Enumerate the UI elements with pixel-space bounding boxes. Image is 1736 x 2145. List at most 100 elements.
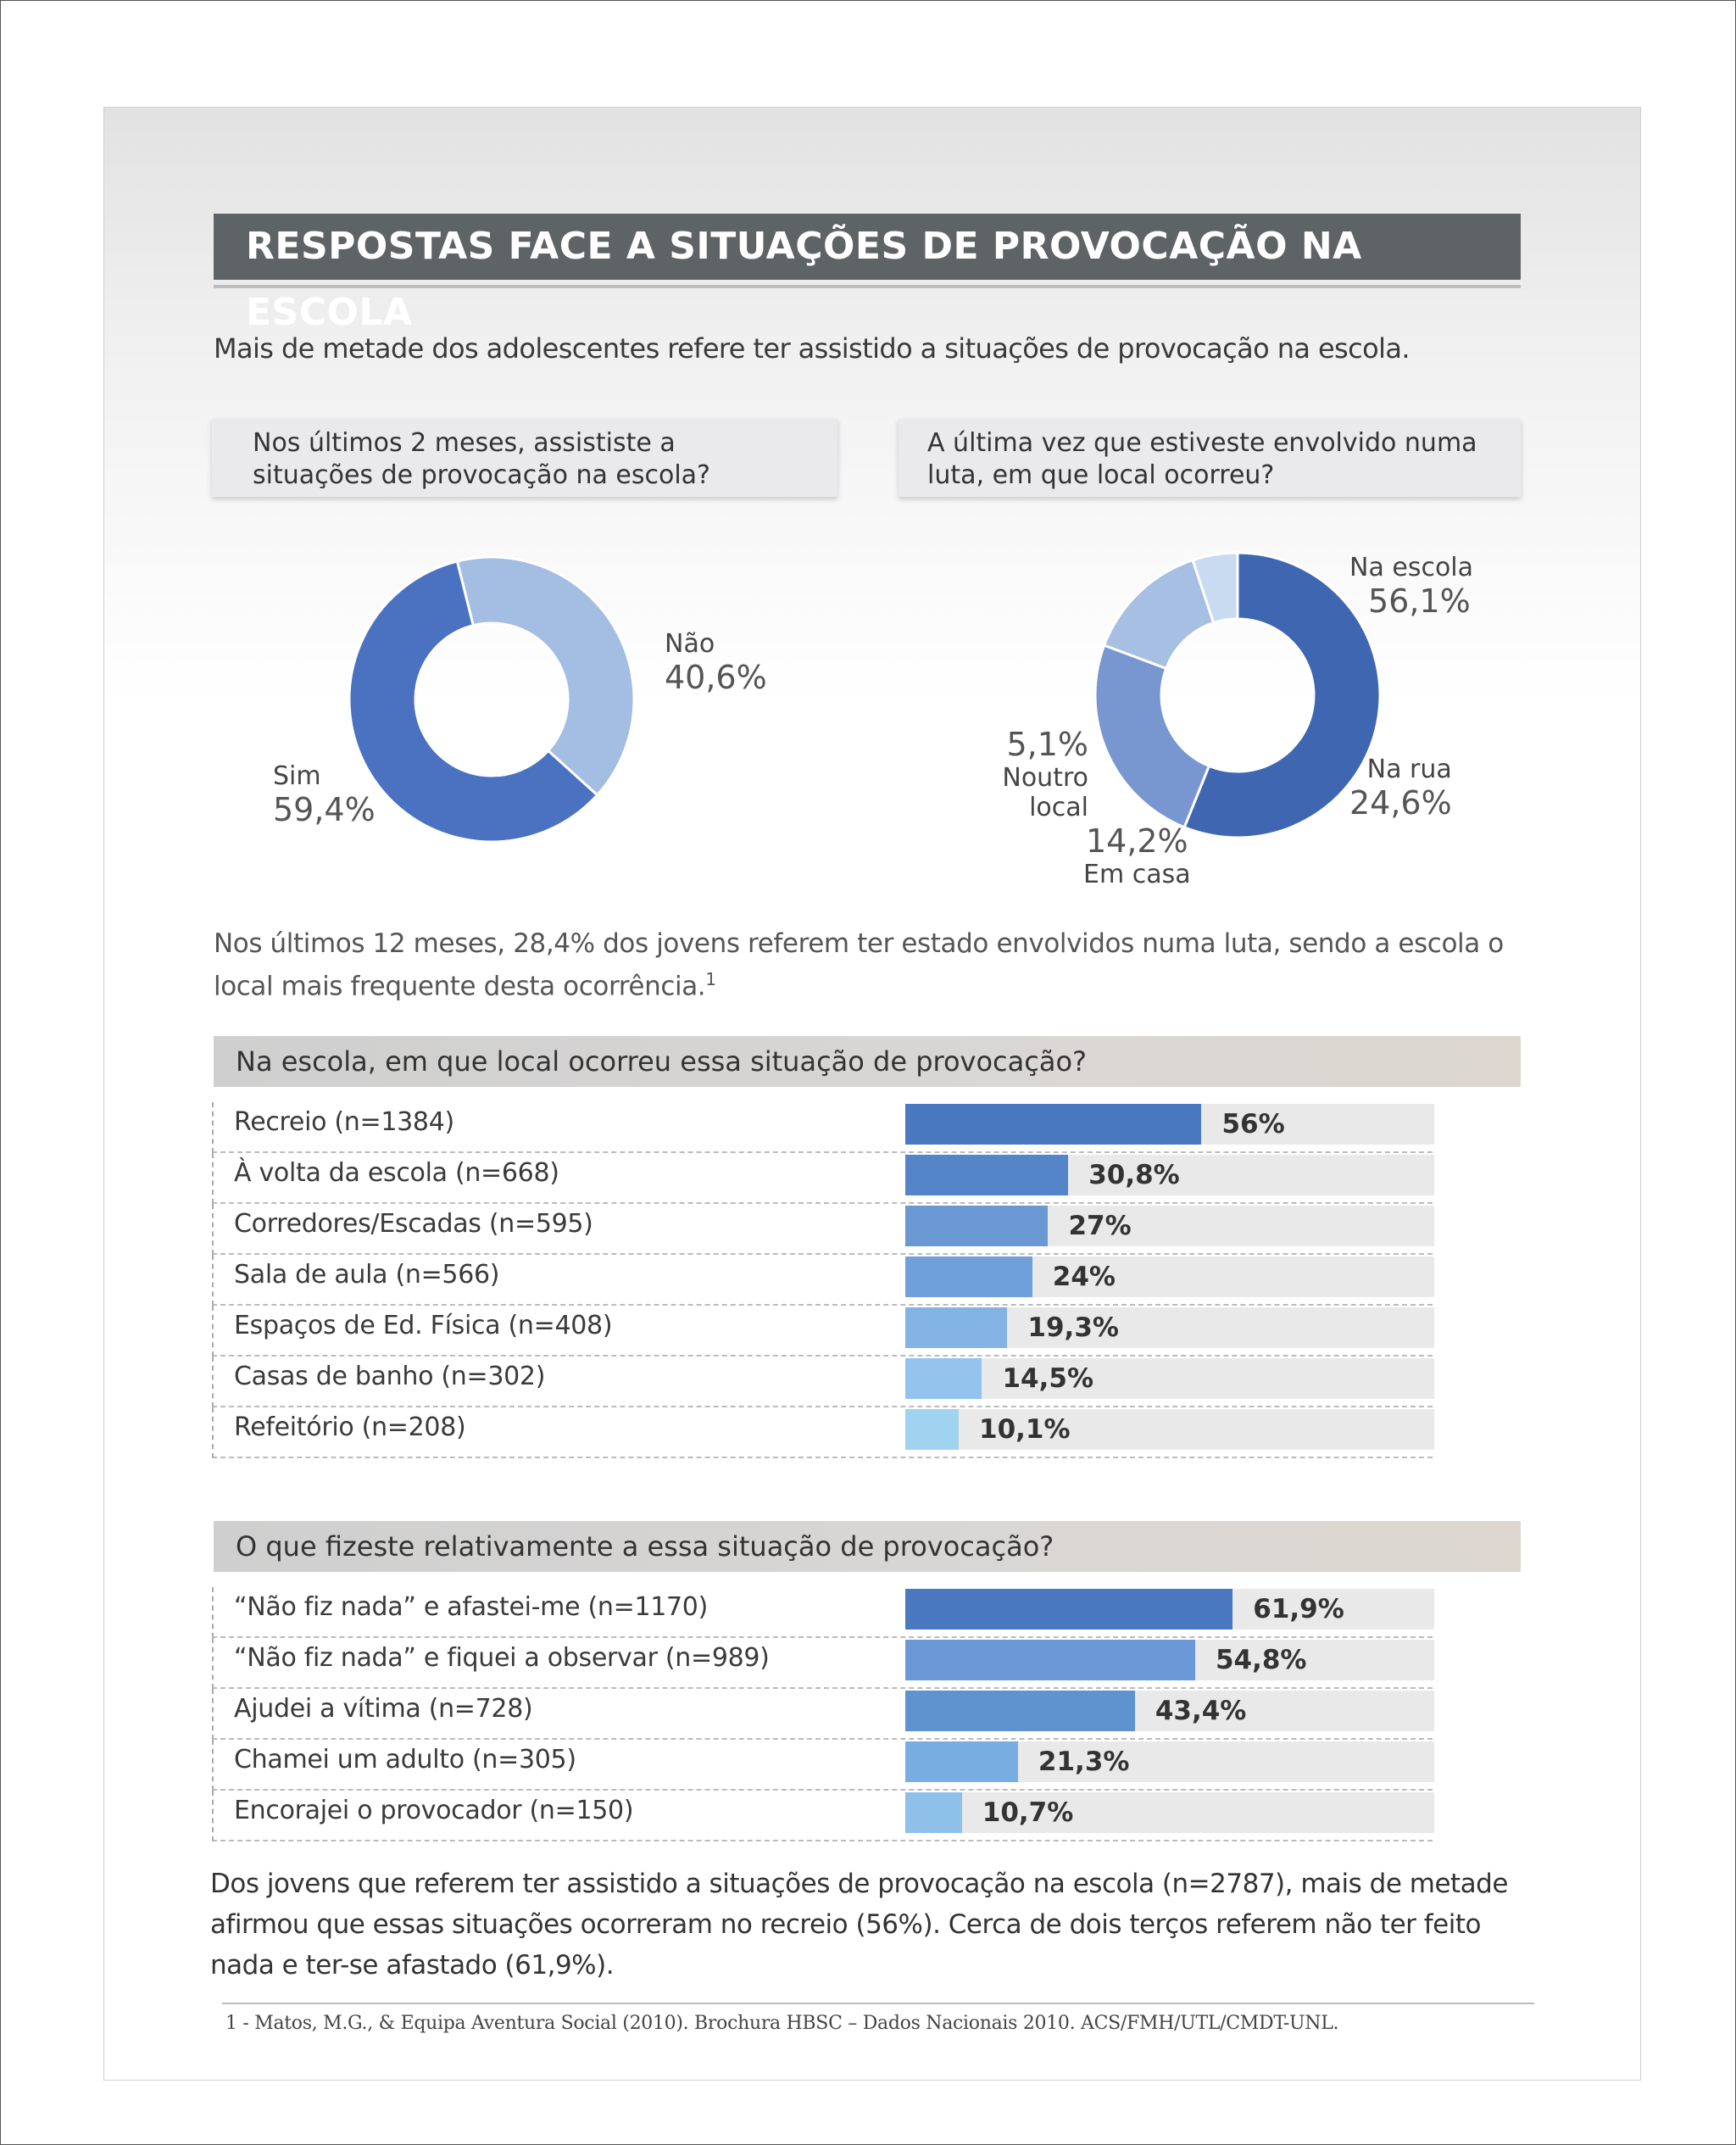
donut2-label-rua-name: Na rua bbox=[1366, 755, 1452, 784]
donut-chart-witnessed bbox=[348, 555, 636, 844]
section-header-action: O que fizeste relativamente a essa situa… bbox=[214, 1521, 1521, 1572]
location-bar-track: 24% bbox=[905, 1256, 1434, 1297]
donut2-label-rua: Na rua 24,6% bbox=[1349, 755, 1452, 822]
location-value-label: 14,5% bbox=[1002, 1363, 1094, 1394]
location-row: Espaços de Ed. Física (n=408) 19,3% bbox=[212, 1306, 1434, 1357]
fight-note-ref: 1 bbox=[705, 969, 716, 989]
location-value-label: 27% bbox=[1068, 1211, 1132, 1241]
donut-chart-fight-location bbox=[1093, 551, 1382, 839]
donut1-label-sim-pct: 59,4% bbox=[273, 791, 376, 828]
fight-note: Nos últimos 12 meses, 28,4% dos jovens r… bbox=[214, 926, 1536, 1004]
donut2-label-escola-pct: 56,1% bbox=[1368, 582, 1471, 620]
page-title: RESPOSTAS FACE A SITUAÇÕES DE PROVOCAÇÃO… bbox=[214, 214, 1521, 334]
question-1-text: Nos últimos 2 meses, assististe a situaç… bbox=[253, 428, 710, 490]
location-bar bbox=[905, 1409, 960, 1450]
location-category-label: Refeitório (n=208) bbox=[234, 1412, 466, 1442]
location-row: Corredores/Escadas (n=595) 27% bbox=[212, 1204, 1434, 1255]
location-category-label: Espaços de Ed. Física (n=408) bbox=[234, 1311, 613, 1340]
donut1-slice-1 bbox=[348, 560, 599, 844]
action-bar bbox=[905, 1792, 962, 1833]
location-bar-track: 30,8% bbox=[905, 1155, 1434, 1195]
location-bar-track: 19,3% bbox=[905, 1307, 1434, 1348]
donut2-label-casa: 14,2% Em casa bbox=[1083, 822, 1191, 889]
location-value-label: 24% bbox=[1052, 1262, 1116, 1292]
action-bar-track: 10,7% bbox=[905, 1792, 1434, 1833]
action-category-label: Ajudei a vítima (n=728) bbox=[234, 1694, 533, 1724]
location-bar-track: 10,1% bbox=[905, 1409, 1434, 1450]
location-bar bbox=[905, 1358, 982, 1399]
action-bar-track: 21,3% bbox=[905, 1741, 1434, 1782]
action-bar bbox=[905, 1640, 1195, 1680]
donut2-label-noutro-pct: 5,1% bbox=[1006, 726, 1088, 763]
donut2-label-escola-name: Na escola bbox=[1349, 553, 1474, 582]
location-bar-track: 27% bbox=[905, 1206, 1434, 1246]
action-bar-track: 43,4% bbox=[905, 1691, 1434, 1731]
action-value-label: 61,9% bbox=[1253, 1594, 1344, 1624]
location-row: Sala de aula (n=566) 24% bbox=[212, 1255, 1434, 1306]
action-category-label: “Não fiz nada” e afastei-me (n=1170) bbox=[234, 1592, 708, 1622]
location-bar bbox=[905, 1104, 1202, 1145]
location-category-label: Corredores/Escadas (n=595) bbox=[234, 1209, 593, 1239]
location-category-label: Casas de banho (n=302) bbox=[234, 1362, 546, 1391]
action-value-label: 54,8% bbox=[1215, 1645, 1307, 1675]
section-header-location: Na escola, em que local ocorreu essa sit… bbox=[214, 1036, 1521, 1087]
action-category-label: “Não fiz nada” e fiquei a observar (n=98… bbox=[234, 1643, 770, 1673]
location-category-label: À volta da escola (n=668) bbox=[234, 1158, 559, 1188]
location-row: Refeitório (n=208) 10,1% bbox=[212, 1407, 1434, 1458]
location-bar bbox=[905, 1256, 1032, 1297]
title-underline bbox=[214, 285, 1521, 288]
donut1-label-sim: Sim 59,4% bbox=[273, 761, 376, 828]
action-row: Ajudei a vítima (n=728) 43,4% bbox=[212, 1689, 1434, 1740]
donut1-slice-0 bbox=[455, 555, 636, 797]
donut2-label-noutro-name: Noutro local bbox=[1002, 763, 1088, 822]
action-value-label: 21,3% bbox=[1038, 1747, 1130, 1777]
footnote-divider bbox=[222, 2003, 1534, 2004]
donut2-label-rua-pct: 24,6% bbox=[1349, 784, 1452, 822]
location-row: À volta da escola (n=668) 30,8% bbox=[212, 1153, 1434, 1204]
donut2-label-noutro: 5,1% Noutro local bbox=[953, 726, 1088, 822]
location-value-label: 19,3% bbox=[1027, 1312, 1119, 1343]
donut1-label-sim-name: Sim bbox=[273, 761, 321, 791]
location-bar bbox=[905, 1206, 1049, 1246]
action-category-label: Chamei um adulto (n=305) bbox=[234, 1745, 576, 1774]
location-bar bbox=[905, 1307, 1008, 1348]
location-bar-track: 14,5% bbox=[905, 1358, 1434, 1399]
action-bar-track: 54,8% bbox=[905, 1640, 1434, 1680]
donut1-label-nao-name: Não bbox=[665, 629, 715, 659]
location-row: Casas de banho (n=302) 14,5% bbox=[212, 1357, 1434, 1407]
location-value-label: 10,1% bbox=[979, 1414, 1071, 1445]
question-2-box: A última vez que estiveste envolvido num… bbox=[899, 419, 1521, 497]
location-row: Recreio (n=1384) 56% bbox=[212, 1102, 1434, 1153]
action-bar bbox=[905, 1589, 1233, 1630]
action-category-label: Encorajei o provocador (n=150) bbox=[234, 1796, 634, 1825]
bar-chart-action: “Não fiz nada” e afastei-me (n=1170) 61,9… bbox=[212, 1587, 1434, 1841]
location-bar bbox=[905, 1155, 1069, 1195]
donut2-label-escola: Na escola 56,1% bbox=[1349, 553, 1473, 620]
donut2-slice-3 bbox=[1191, 551, 1239, 625]
action-row: “Não fiz nada” e afastei-me (n=1170) 61,9… bbox=[212, 1587, 1434, 1638]
action-bar bbox=[905, 1691, 1135, 1731]
donut2-slice-1 bbox=[1093, 644, 1211, 829]
action-value-label: 43,4% bbox=[1155, 1696, 1247, 1726]
donut1-label-nao: Não 40,6% bbox=[665, 629, 767, 696]
footnote: 1 - Matos, M.G., & Equipa Aventura Socia… bbox=[225, 2013, 1339, 2034]
location-value-label: 56% bbox=[1221, 1109, 1285, 1139]
donut2-label-casa-name: Em casa bbox=[1083, 860, 1191, 889]
location-category-label: Recreio (n=1384) bbox=[234, 1107, 454, 1137]
action-bar-track: 61,9% bbox=[905, 1589, 1434, 1630]
question-1-box: Nos últimos 2 meses, assististe a situaç… bbox=[212, 419, 837, 497]
bar-chart-location: Recreio (n=1384) 56% À volta da escola (n=… bbox=[212, 1102, 1434, 1458]
location-category-label: Sala de aula (n=566) bbox=[234, 1260, 500, 1290]
donut1-label-nao-pct: 40,6% bbox=[665, 659, 767, 696]
donut2-slice-0 bbox=[1182, 551, 1382, 839]
intro-text: Mais de metade dos adolescentes refere t… bbox=[214, 332, 1410, 365]
action-row: Chamei um adulto (n=305) 21,3% bbox=[212, 1740, 1434, 1791]
summary-text: Dos jovens que referem ter assistido a s… bbox=[210, 1869, 1508, 1981]
question-2-text: A última vez que estiveste envolvido num… bbox=[927, 428, 1477, 490]
action-row: Encorajei o provocador (n=150) 10,7% bbox=[212, 1791, 1434, 1841]
action-value-label: 10,7% bbox=[982, 1797, 1074, 1828]
fight-note-text: Nos últimos 12 meses, 28,4% dos jovens r… bbox=[214, 928, 1504, 1002]
location-value-label: 30,8% bbox=[1088, 1160, 1180, 1190]
action-row: “Não fiz nada” e fiquei a observar (n=98… bbox=[212, 1638, 1434, 1689]
donut2-label-casa-pct: 14,2% bbox=[1085, 822, 1188, 860]
